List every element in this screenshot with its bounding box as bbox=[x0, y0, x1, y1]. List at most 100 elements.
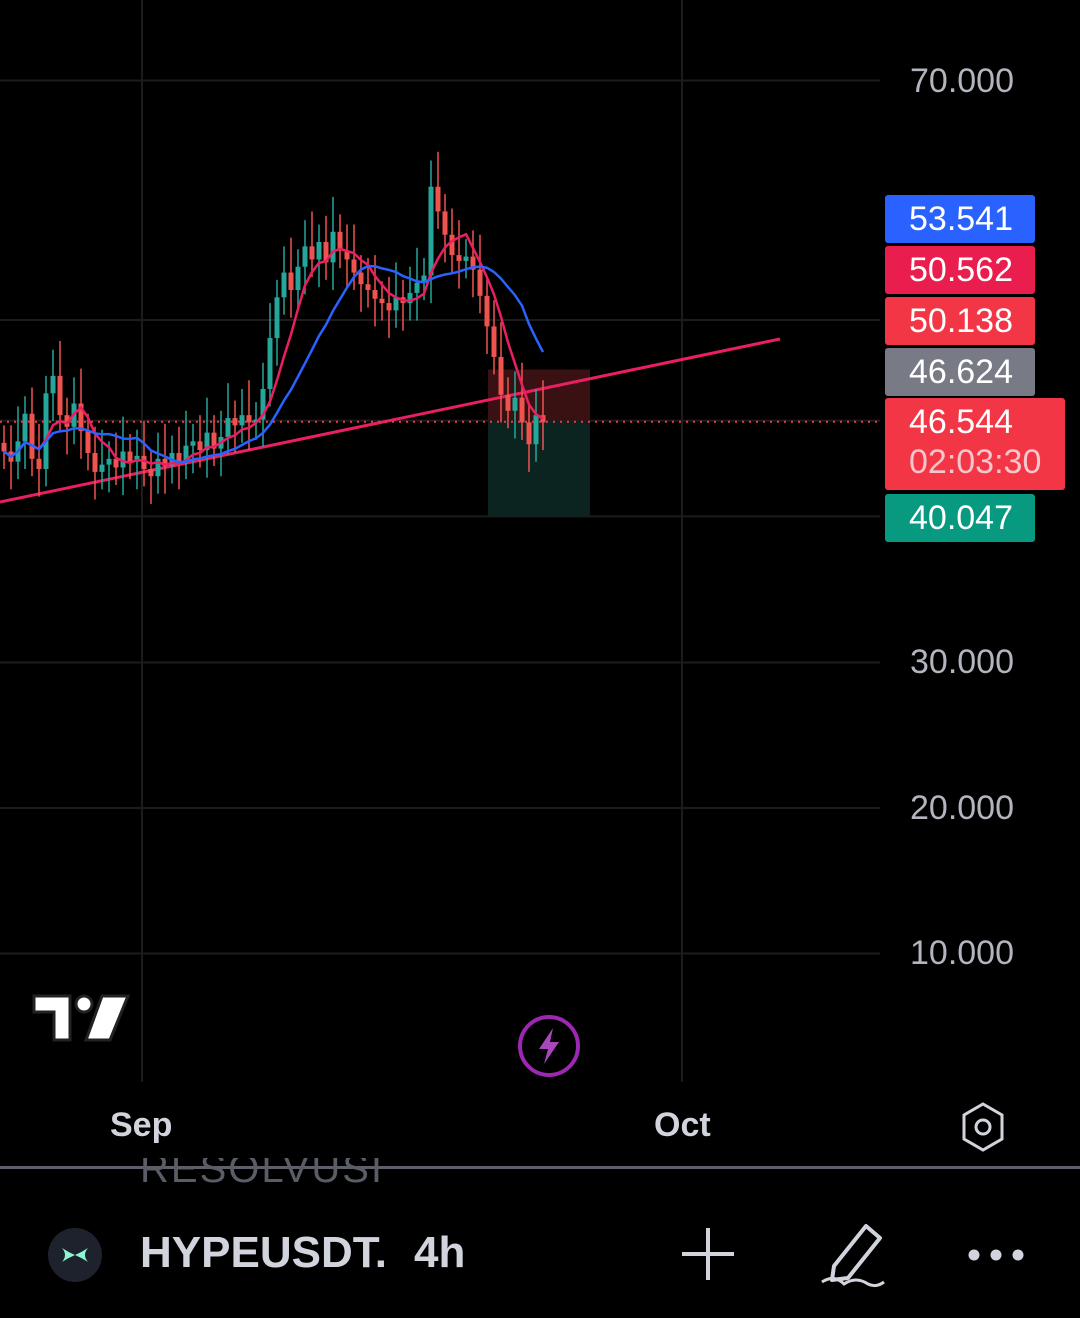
candle-body bbox=[92, 452, 98, 472]
candle-body bbox=[155, 458, 161, 477]
candle-body bbox=[498, 356, 504, 395]
tradingview-logo[interactable] bbox=[30, 990, 132, 1048]
candle-body bbox=[204, 432, 210, 451]
hexagon-settings-icon[interactable] bbox=[958, 1100, 1008, 1154]
candle-body bbox=[421, 275, 427, 283]
candle-body bbox=[106, 458, 112, 465]
candle-body bbox=[358, 272, 364, 285]
candle-body bbox=[491, 326, 497, 357]
current-price-value: 46.544 bbox=[909, 403, 1013, 441]
candle-body bbox=[85, 431, 91, 453]
candle-body bbox=[190, 441, 196, 446]
candle-body bbox=[1, 442, 7, 452]
x-axis-label-oct: Oct bbox=[654, 1106, 711, 1144]
candle-body bbox=[449, 234, 455, 256]
y-axis-label-20: 20.000 bbox=[910, 789, 1014, 827]
candle-body bbox=[379, 298, 385, 304]
price-chart[interactable] bbox=[0, 0, 1080, 1090]
chart-grid bbox=[0, 0, 880, 1082]
candle-body bbox=[183, 445, 189, 462]
price-label-entry: 46.624 bbox=[885, 348, 1035, 396]
price-label-target: 40.047 bbox=[885, 494, 1035, 542]
candle-body bbox=[477, 269, 483, 296]
candle-body bbox=[365, 284, 371, 291]
candles bbox=[1, 151, 546, 504]
candle-body bbox=[225, 418, 231, 437]
candle-body bbox=[36, 458, 42, 469]
candle-body bbox=[505, 394, 511, 411]
price-label-ma-blue: 53.541 bbox=[885, 195, 1035, 243]
y-axis-label-70: 70.000 bbox=[910, 62, 1014, 100]
candle-body bbox=[533, 415, 539, 445]
candle-body bbox=[512, 397, 518, 411]
candle-body bbox=[414, 282, 420, 293]
candle-body bbox=[141, 455, 147, 469]
candle-body bbox=[288, 272, 294, 291]
candle-body bbox=[463, 256, 469, 261]
candle-body bbox=[22, 413, 28, 442]
x-axis-label-sep: Sep bbox=[110, 1106, 173, 1144]
candle-body bbox=[344, 250, 350, 260]
candle-body bbox=[526, 422, 532, 445]
candle-body bbox=[197, 441, 203, 451]
candle-body bbox=[113, 458, 119, 468]
target-zone bbox=[488, 420, 590, 517]
candle-body bbox=[316, 242, 322, 260]
more-dots-icon[interactable] bbox=[966, 1240, 1026, 1270]
candle-body bbox=[64, 415, 70, 427]
candle-body bbox=[323, 242, 329, 263]
candle-body bbox=[337, 231, 343, 251]
hype-logo-icon bbox=[62, 1248, 88, 1262]
candle-body bbox=[43, 393, 49, 469]
bar-countdown: 02:03:30 bbox=[909, 443, 1042, 481]
y-axis-label-30: 30.000 bbox=[910, 643, 1014, 681]
candle-body bbox=[274, 297, 280, 339]
pencil-icon[interactable] bbox=[820, 1218, 886, 1288]
candle-body bbox=[120, 451, 126, 468]
candle-body bbox=[239, 415, 245, 426]
candle-body bbox=[442, 211, 448, 235]
candle-body bbox=[484, 295, 490, 327]
candle-body bbox=[253, 419, 259, 423]
candle-body bbox=[435, 186, 441, 212]
candle-body bbox=[407, 292, 413, 304]
candle-body bbox=[78, 403, 84, 432]
symbol-name[interactable]: HYPEUSDT. bbox=[140, 1228, 387, 1277]
candle-body bbox=[428, 186, 434, 276]
current-price-label: 46.544 02:03:30 bbox=[885, 398, 1065, 490]
symbol-icon[interactable] bbox=[48, 1228, 102, 1282]
candle-body bbox=[57, 375, 63, 416]
candle-body bbox=[267, 338, 273, 389]
candle-body bbox=[519, 397, 525, 423]
candle-body bbox=[281, 272, 287, 298]
ma-fast-line bbox=[3, 232, 544, 466]
candle-body bbox=[309, 246, 315, 260]
candle-body bbox=[232, 418, 238, 426]
moving-averages bbox=[3, 232, 545, 466]
lightning-icon[interactable] bbox=[517, 1014, 581, 1078]
candle-body bbox=[302, 246, 308, 267]
candle-body bbox=[99, 464, 105, 472]
candle-body bbox=[246, 415, 252, 423]
candle-body bbox=[456, 255, 462, 261]
ma-slow-line bbox=[3, 264, 545, 464]
candle-body bbox=[351, 259, 357, 273]
ghost-symbol-text: RESOLVUSI bbox=[140, 1158, 384, 1188]
candle-body bbox=[29, 413, 35, 459]
plus-icon[interactable] bbox=[680, 1226, 736, 1282]
candle-body bbox=[372, 290, 378, 299]
y-axis-label-10: 10.000 bbox=[910, 934, 1014, 972]
candle-body bbox=[470, 256, 476, 270]
candle-body bbox=[176, 452, 182, 462]
candle-body bbox=[148, 468, 154, 477]
candle-body bbox=[260, 388, 266, 420]
interval-button[interactable]: 4h bbox=[414, 1228, 466, 1277]
price-label-stop: 50.138 bbox=[885, 297, 1035, 345]
candle-body bbox=[393, 297, 399, 311]
candle-body bbox=[127, 451, 133, 462]
price-label-ma-pink: 50.562 bbox=[885, 246, 1035, 294]
candle-body bbox=[211, 432, 217, 449]
position-zone[interactable] bbox=[488, 369, 590, 517]
candle-body bbox=[295, 266, 301, 291]
panel-divider[interactable] bbox=[0, 1166, 1080, 1169]
